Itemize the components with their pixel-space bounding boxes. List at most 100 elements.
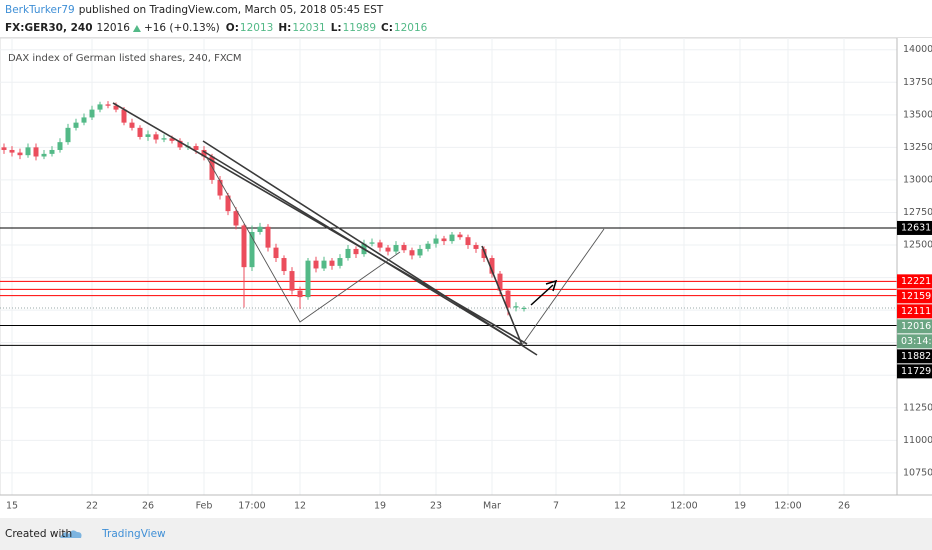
x-tick-label: 12: [294, 501, 306, 512]
ohlc-label: H:: [278, 22, 291, 34]
candle-body: [81, 117, 87, 123]
candle-body: [457, 234, 463, 238]
price-box: [897, 289, 932, 304]
candle-body: [105, 104, 111, 106]
x-tick-label: 23: [430, 501, 442, 512]
candle-body: [465, 237, 471, 246]
symbol: FX:GER30, 240: [5, 22, 93, 34]
candle-body: [489, 258, 495, 274]
candle-body: [193, 146, 199, 150]
author: BerkTurker79: [5, 4, 75, 16]
y-tick-label: 11250: [903, 402, 932, 413]
x-tick-label: 12:00: [774, 501, 801, 512]
candle-body: [129, 122, 135, 128]
price-box: [897, 274, 932, 289]
arrow: [530, 284, 554, 306]
x-tick-label: 7: [553, 501, 559, 512]
x-tick-label: 19: [734, 501, 746, 512]
candle-body: [17, 152, 23, 156]
candle-body: [249, 231, 255, 268]
ohlc-label: C:: [381, 22, 393, 34]
candle-body: [505, 290, 511, 308]
y-tick-label: 13250: [903, 142, 932, 153]
price-box-label: 12111: [901, 306, 931, 317]
y-tick-label: 13000: [903, 174, 932, 185]
candle-body: [289, 271, 295, 291]
ohlc-label: O:: [226, 22, 239, 34]
last-price: 12016: [97, 22, 131, 34]
candle-body: [433, 238, 439, 244]
published: published on TradingView.com, March 05, …: [79, 4, 384, 16]
price-axis: [897, 38, 932, 495]
candle-body: [497, 273, 503, 291]
x-tick-label: 26: [142, 501, 154, 512]
brand: TradingView: [101, 528, 166, 540]
ohlc-value: 12031: [292, 22, 325, 34]
candle-body: [329, 260, 335, 266]
candle-body: [33, 147, 39, 157]
x-tick-label: Feb: [196, 501, 213, 512]
candle-body: [113, 105, 119, 110]
candle-body: [369, 242, 375, 244]
y-tick-label: 13500: [903, 109, 932, 120]
plot-area: [0, 37, 898, 496]
price-box-label: 11882: [901, 351, 931, 362]
candle-body: [377, 242, 383, 248]
price-box-label: 12631: [901, 222, 931, 233]
candle-body: [337, 258, 343, 266]
candle-body: [73, 122, 79, 128]
x-tick-label: 15: [6, 501, 18, 512]
candle-body: [393, 245, 399, 252]
candle-body: [449, 234, 455, 242]
x-tick-label: 17:00: [238, 501, 265, 512]
y-tick-label: 12500: [903, 240, 932, 251]
y-tick-label: 13750: [903, 77, 932, 88]
candle-body: [521, 308, 527, 310]
candle-body: [1, 147, 7, 150]
ohlc-value: 11989: [343, 22, 376, 34]
footer: [0, 518, 932, 550]
candle-body: [345, 248, 351, 259]
candle-body: [401, 245, 407, 251]
y-tick-label: 11000: [903, 435, 932, 446]
drawings: [112, 102, 605, 356]
price-box: [897, 220, 932, 235]
candle-body: [321, 260, 327, 269]
trend-line: [481, 245, 523, 346]
candle-body: [281, 258, 287, 272]
candle-body: [353, 248, 359, 255]
x-tick-label: Mar: [483, 501, 501, 512]
candle-body: [9, 149, 15, 153]
pattern-line: [206, 157, 401, 323]
candle-body: [145, 134, 151, 137]
candle-body: [481, 248, 487, 259]
candle-body: [273, 247, 279, 259]
header-text: BerkTurker79 published on TradingView.com…: [5, 4, 428, 34]
ohlc-label: L:: [331, 22, 342, 34]
price-box-label: 12221: [901, 276, 931, 287]
candle-body: [385, 247, 391, 252]
candle-body: [257, 226, 263, 232]
candle-body: [25, 147, 31, 156]
y-tick-label: 14000: [903, 44, 932, 55]
x-tick-label: 22: [86, 501, 98, 512]
candle-body: [441, 238, 447, 242]
trend-line: [202, 150, 523, 346]
price-box: [897, 304, 932, 319]
tradingview-logo: [60, 530, 82, 538]
candle-body: [313, 260, 319, 269]
candle-body: [169, 138, 175, 141]
up-arrow: [132, 25, 141, 32]
chart-legend: DAX index of German listed shares, 240, …: [8, 53, 242, 64]
candle-body: [265, 226, 271, 248]
candle-body: [57, 142, 63, 150]
candle-body: [201, 149, 207, 157]
levels: [0, 227, 897, 346]
y-tick-label: 12750: [903, 207, 932, 218]
price-box-label: 12016: [901, 321, 931, 332]
x-tick-label: 12:00: [670, 501, 697, 512]
candle-body: [417, 248, 423, 256]
candle-body: [121, 109, 127, 123]
candle-body: [209, 156, 215, 180]
header: [0, 0, 932, 38]
